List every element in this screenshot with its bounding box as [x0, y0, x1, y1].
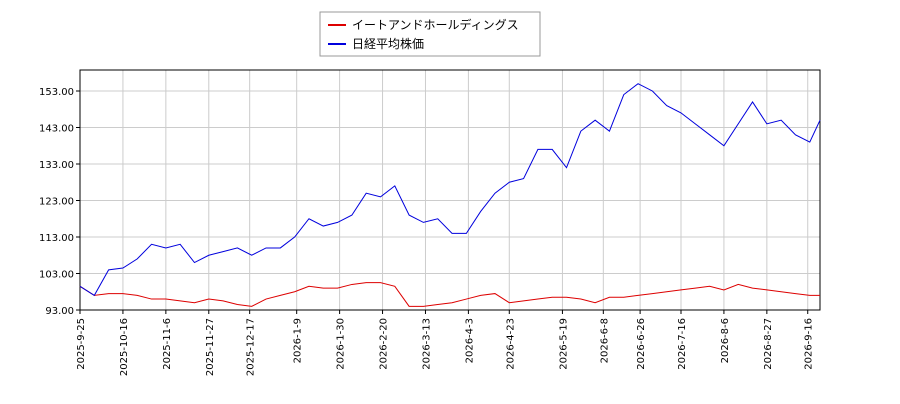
x-tick-label: 2025-9-25 [76, 318, 87, 370]
x-tick-label: 2026-6-8 [599, 318, 610, 363]
y-tick-label: 113.00 [39, 233, 74, 244]
x-tick-label: 2025-12-17 [246, 318, 257, 376]
plot-frame [79, 69, 821, 311]
x-tick-label: 2026-7-16 [677, 318, 688, 370]
y-tick-label: 153.00 [39, 87, 74, 98]
x-tick-label: 2026-4-3 [464, 318, 475, 363]
x-tick-label: 2026-9-16 [804, 318, 815, 370]
y-tick-label: 133.00 [39, 160, 74, 171]
legend-box [319, 11, 541, 57]
series-line [79, 282, 820, 307]
x-tick-label: 2026-2-20 [379, 318, 390, 370]
y-tick-label: 93.00 [45, 306, 74, 317]
series-line [79, 83, 821, 297]
x-tick-label: 2026-8-6 [720, 318, 731, 363]
y-tick-label: 123.00 [39, 196, 74, 207]
x-tick-label: 2026-1-30 [336, 318, 347, 370]
x-tick-label: 2025-11-27 [205, 318, 216, 376]
x-tick-label: 2026-5-19 [558, 318, 569, 370]
legend-label: 日経平均株価 [352, 36, 424, 51]
y-tick-label: 103.00 [39, 269, 74, 280]
x-tick-label: 2026-4-23 [505, 318, 516, 370]
y-tick-label: 143.00 [39, 123, 74, 134]
x-tick-label: 2026-8-27 [763, 318, 774, 370]
legend-label: イートアンドホールディングス [352, 17, 519, 32]
x-tick-label: 2025-10-16 [119, 318, 130, 376]
x-tick-label: 2025-11-6 [162, 318, 173, 370]
x-tick-label: 2026-6-26 [636, 318, 647, 370]
x-tick-label: 2026-1-9 [293, 318, 304, 363]
x-tick-label: 2026-3-13 [421, 318, 432, 370]
